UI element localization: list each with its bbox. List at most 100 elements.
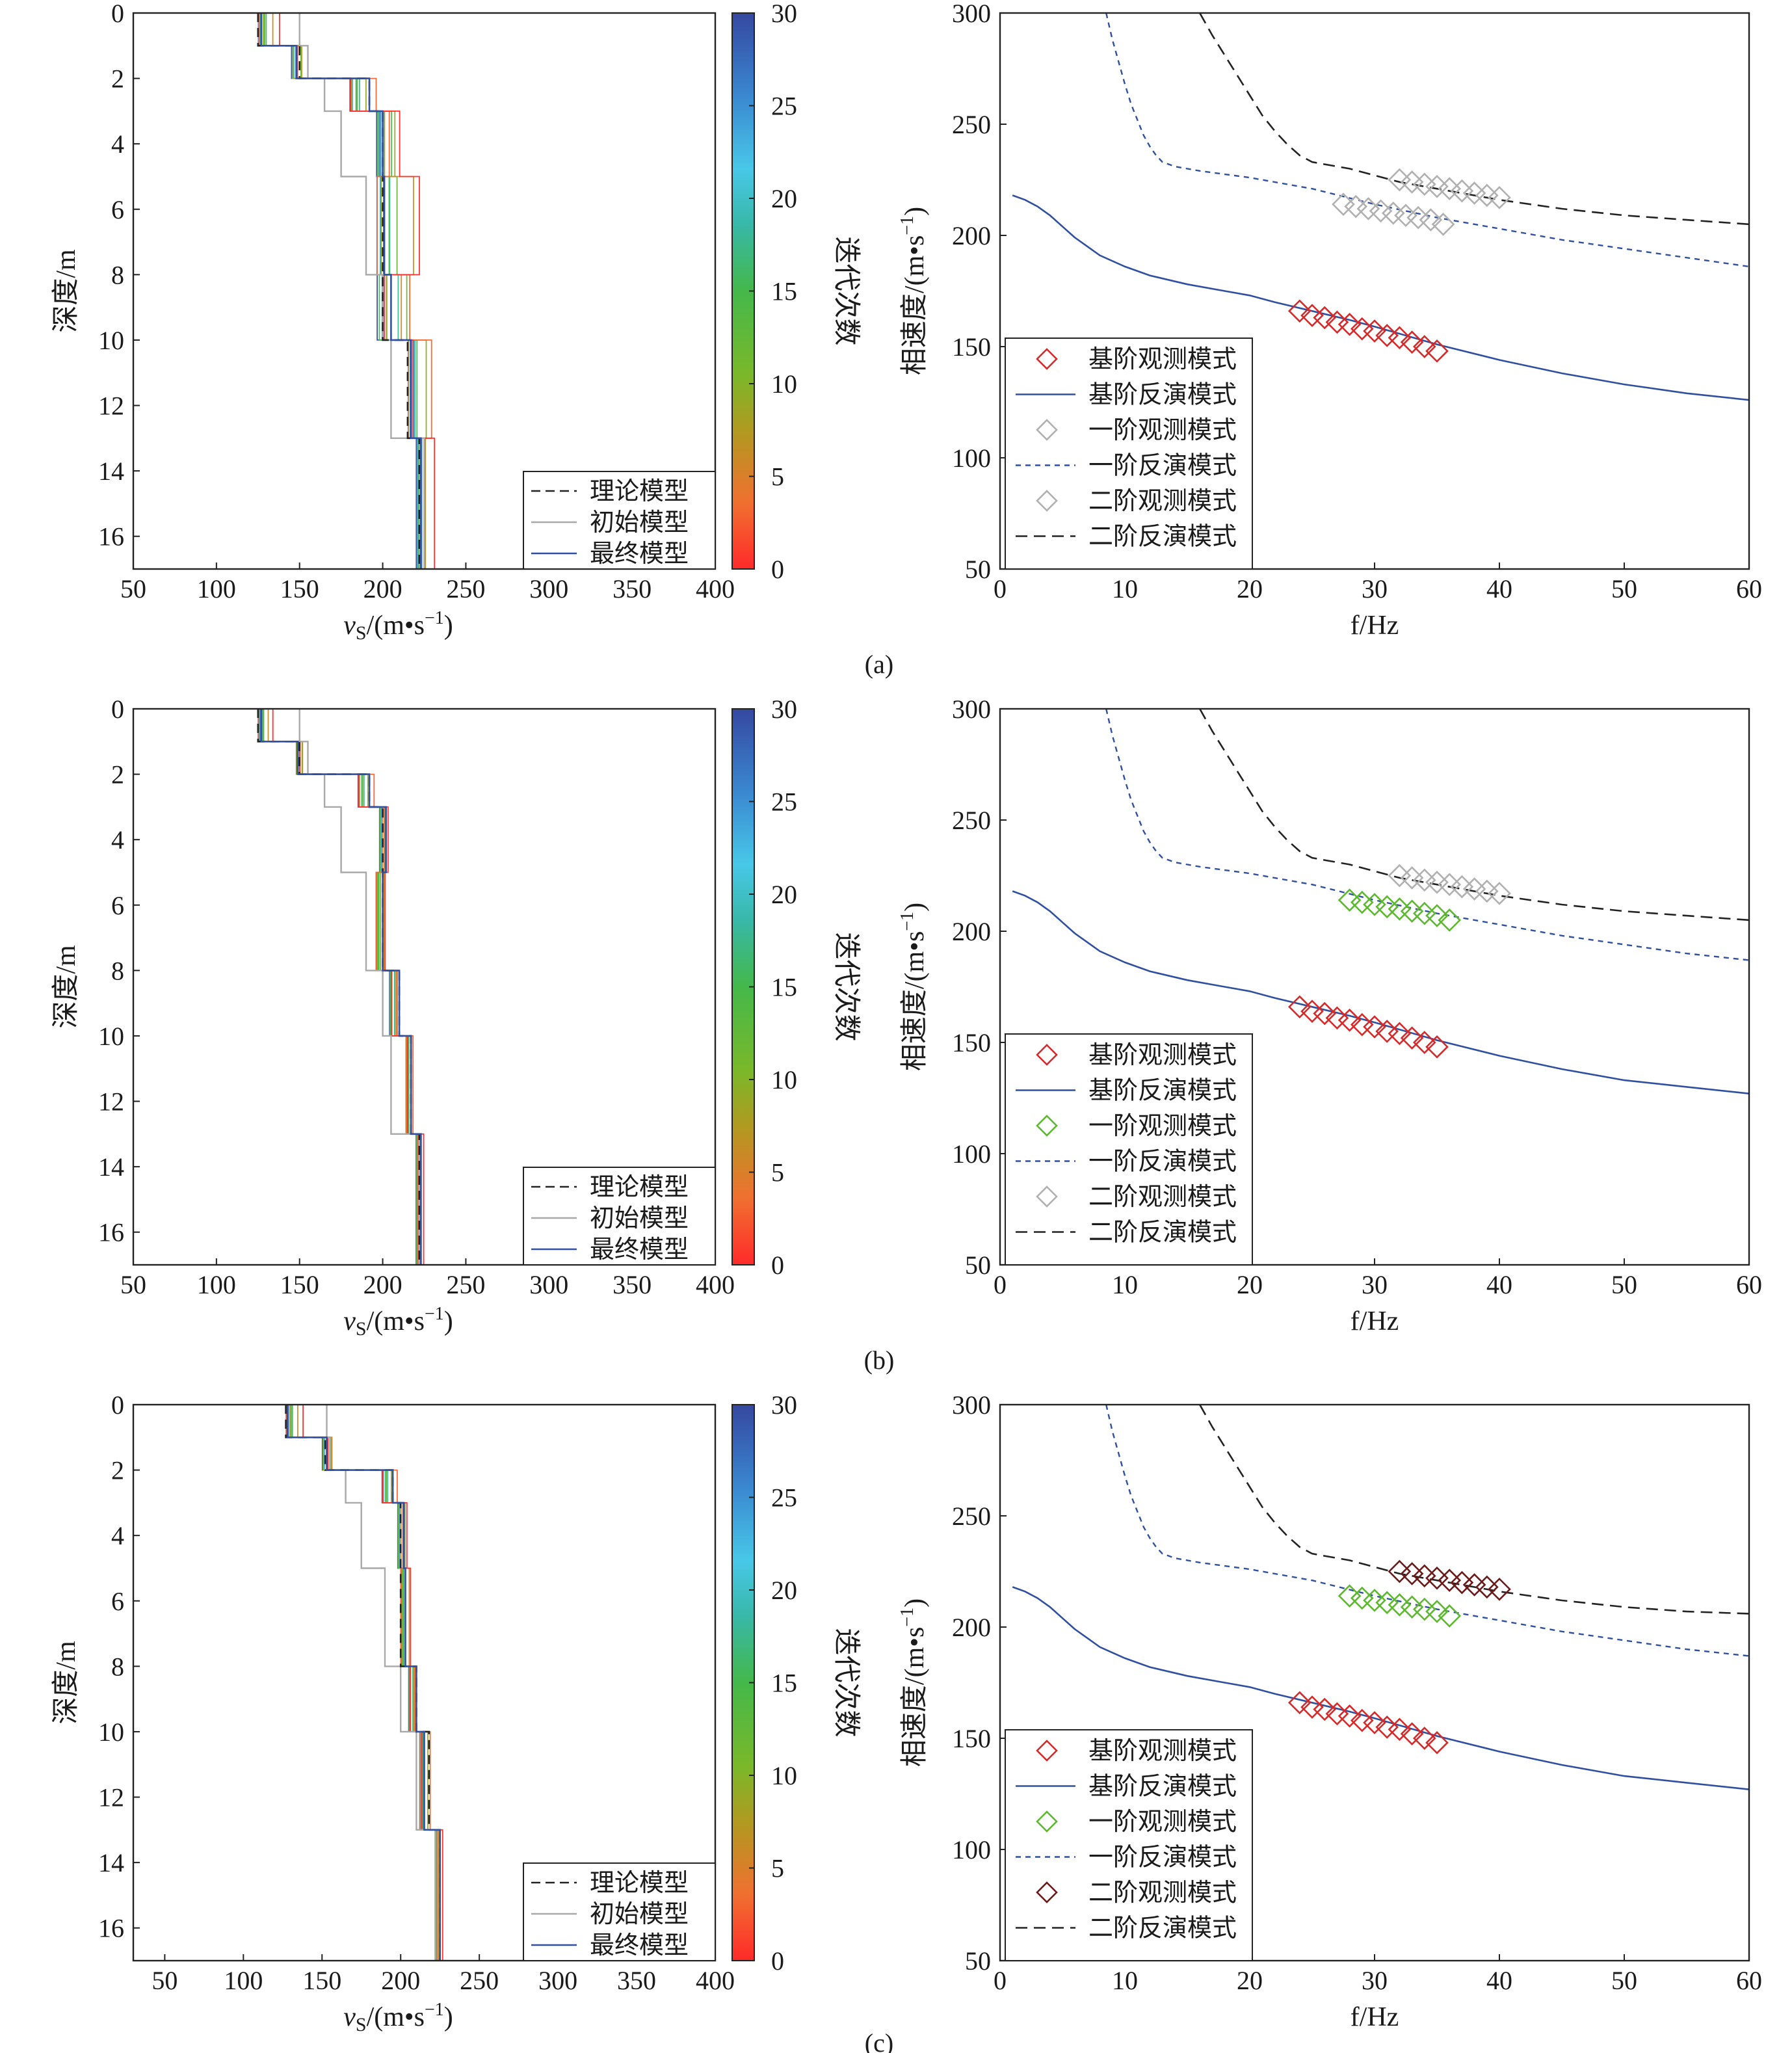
observed-point [1388, 1717, 1412, 1742]
observed-point [1400, 1026, 1424, 1050]
observed-point [1488, 186, 1511, 209]
legend-label: 理论模型 [590, 1174, 689, 1201]
x-tick-label: 200 [381, 1966, 420, 1995]
colorbar-tick-label: 15 [771, 1669, 797, 1698]
colorbar-tick-label: 25 [771, 92, 797, 121]
x-tick-label: 20 [1237, 574, 1263, 603]
y-tick-label: 2 [111, 64, 124, 94]
dispersion-chart: 0 10 20 30 40 50 60 50 100 150 200 250 300 f/Hz 相速度/(m… [897, 1390, 1762, 2032]
x-tick-label: 30 [1362, 1966, 1388, 1995]
x-axis-label: f/Hz [1351, 2002, 1399, 2032]
colorbar-tick-label: 25 [771, 788, 797, 817]
y-tick-label: 300 [952, 695, 991, 724]
observed-point [1287, 299, 1311, 323]
observed-point [1313, 306, 1337, 330]
x-tick-label: 10 [1112, 574, 1138, 603]
legend-marker [1036, 490, 1058, 512]
x-axis-label: vS/(m•s−1) [343, 2000, 453, 2035]
velocity-profile-chart: 50 100 150 200 250 300 350 400 0 2 4 6 8 10 12 14 16 深度/m… [51, 695, 735, 1340]
x-tick-label: 60 [1736, 574, 1762, 603]
x-tick-label: 10 [1112, 1966, 1138, 1995]
legend-label: 基阶反演模式 [1088, 1773, 1237, 1801]
y-tick-label: 14 [98, 1152, 124, 1182]
y-tick-label: 12 [98, 1783, 124, 1812]
colorbar: 0 5 10 15 20 25 30 迭代次数 [731, 695, 861, 1280]
dispersion-curve [1199, 12, 1750, 226]
y-tick-label: 4 [111, 825, 124, 854]
observed-point [1425, 904, 1449, 927]
dispersion-curve [1105, 1404, 1750, 1657]
colorbar-tick-label: 0 [771, 1946, 784, 1976]
iteration-curve [272, 13, 426, 569]
observed-point [1388, 1022, 1412, 1046]
observed-point [1425, 1731, 1449, 1755]
legend-label: 初始模型 [590, 1901, 689, 1928]
x-label-symbol: v [343, 611, 356, 641]
y-tick-label: 200 [952, 917, 991, 946]
dispersion-curve [1012, 194, 1750, 401]
x-tick-label: 300 [538, 1966, 577, 1995]
y-tick-label: 4 [111, 129, 124, 159]
legend-marker [1036, 1740, 1058, 1762]
y-axis-label: 深度/m [51, 945, 81, 1029]
iteration-curve [259, 13, 418, 569]
colorbar-tick-label: 10 [771, 1761, 797, 1790]
legend-label: 一阶反演模式 [1088, 1844, 1237, 1872]
final-model-line [286, 1405, 441, 1961]
x-tick-label: 300 [529, 574, 568, 603]
colorbar-label: 迭代次数 [831, 236, 861, 345]
legend-label: 二阶反演模式 [1088, 523, 1237, 551]
colorbar-tick-label: 0 [771, 555, 784, 584]
x-axis-label: f/Hz [1351, 611, 1399, 641]
iteration-curve [259, 13, 419, 569]
x-tick-label: 20 [1237, 1270, 1263, 1299]
x-tick-label: 350 [613, 574, 652, 603]
x-tick-label: 20 [1237, 1966, 1263, 1995]
legend-label: 一阶反演模式 [1088, 453, 1237, 480]
colorbar-label: 迭代次数 [831, 932, 861, 1041]
panel-caption: (b) [864, 1345, 895, 1375]
y-tick-label: 12 [98, 391, 124, 421]
dispersion-curve [1012, 1586, 1750, 1790]
y-axis-label: 相速度/(m•s−1) [897, 1598, 930, 1767]
legend-marker [1036, 1044, 1058, 1066]
colorbar-tick-label: 30 [771, 695, 797, 724]
colorbar-tick-label: 10 [771, 1065, 797, 1094]
y-tick-label: 2 [111, 1456, 124, 1485]
y-label-main: 相速度/(m•s [900, 1627, 930, 1767]
observed-point [1337, 1704, 1362, 1728]
x-tick-label: 150 [280, 1270, 319, 1299]
x-tick-label: 0 [994, 574, 1007, 603]
x-tick-label: 100 [197, 1270, 236, 1299]
colorbar-label: 迭代次数 [831, 1628, 861, 1737]
observed-point [1438, 1604, 1462, 1628]
y-tick-label: 300 [952, 1390, 991, 1420]
y-label-main: 相速度/(m•s [900, 235, 930, 375]
x-tick-label: 400 [696, 1270, 735, 1299]
colorbar-tick-label: 5 [771, 462, 784, 492]
y-tick-label: 0 [111, 1390, 124, 1420]
observed-point [1412, 1031, 1436, 1054]
y-tick-label: 16 [98, 1914, 124, 1943]
legend-label: 一阶反演模式 [1088, 1148, 1237, 1176]
colorbar-tick-label: 20 [771, 184, 797, 213]
x-label-close: ) [444, 1306, 453, 1336]
y-tick-label: 250 [952, 1502, 991, 1531]
theoretical-model-line [285, 1405, 441, 1961]
legend-label: 最终模型 [590, 1236, 689, 1264]
colorbar: 0 5 10 15 20 25 30 迭代次数 [731, 0, 861, 584]
y-tick-label: 2 [111, 760, 124, 789]
x-tick-label: 40 [1486, 1966, 1512, 1995]
y-tick-label: 100 [952, 444, 991, 473]
y-tick-label: 8 [111, 260, 124, 289]
y-tick-label: 150 [952, 1724, 991, 1753]
iteration-curve [261, 709, 418, 1265]
y-axis-label: 相速度/(m•s−1) [897, 207, 930, 375]
initial-model-line [298, 709, 420, 1265]
x-tick-label: 40 [1486, 1270, 1512, 1299]
x-tick-label: 50 [1611, 1270, 1637, 1299]
x-tick-label: 60 [1736, 1966, 1762, 1995]
